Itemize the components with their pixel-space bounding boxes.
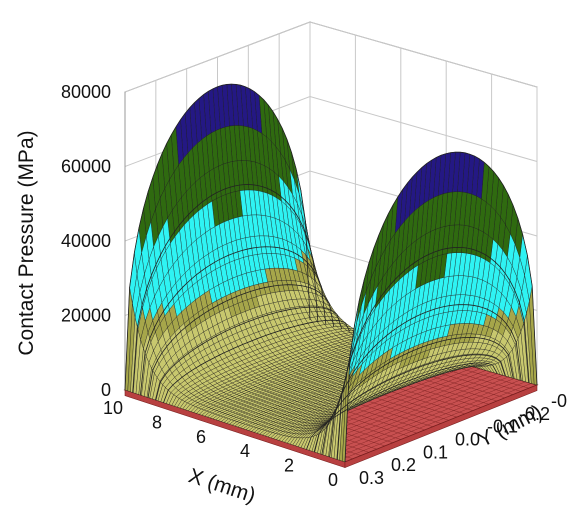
x-tick-label: 6	[196, 427, 206, 447]
surface-contour	[132, 184, 319, 393]
y-tick-label: 0.0	[455, 430, 480, 450]
z-tick-label: 40000	[61, 231, 111, 251]
y-tick-label: -0.2	[519, 404, 550, 424]
tick-labels: 0 20000 40000 60000 80000 0 2 4 6 8 10 0.3 0.2 0.1 0.0…	[61, 82, 568, 490]
surface-contour	[155, 306, 343, 401]
y-tick-label: 0.2	[391, 455, 416, 475]
surface-contour	[344, 151, 538, 463]
y-tick-label: -0.1	[487, 417, 518, 437]
surface-contour	[336, 246, 530, 460]
x-tick-label: 10	[103, 398, 123, 418]
surface-contour	[306, 362, 498, 450]
z-axis-label: Contact Pressure (MPa)	[15, 130, 38, 355]
surface-contour	[163, 319, 351, 403]
z-tick-label: 60000	[61, 157, 111, 177]
surface-contour	[147, 284, 335, 398]
x-axis-label: X (mm)	[186, 464, 259, 507]
y-tick-label: 0.1	[423, 442, 448, 462]
y-tick-label: 0.3	[359, 468, 384, 488]
surface-contour	[313, 354, 506, 453]
pressure-surface	[124, 83, 538, 463]
x-tick-label: 2	[284, 456, 294, 476]
surface-contour	[329, 304, 522, 458]
x-tick-label: 0	[328, 470, 338, 490]
surface-contour	[321, 336, 514, 455]
surface-contour	[124, 83, 311, 391]
z-tick-label: 20000	[61, 306, 111, 326]
z-tick-label: 80000	[61, 82, 111, 102]
y-tick-label: -0.3	[551, 391, 568, 411]
x-tick-label: 8	[152, 412, 162, 432]
surface-contour	[140, 246, 327, 396]
x-tick-label: 4	[240, 441, 250, 461]
z-tick-label: 0	[101, 380, 111, 400]
